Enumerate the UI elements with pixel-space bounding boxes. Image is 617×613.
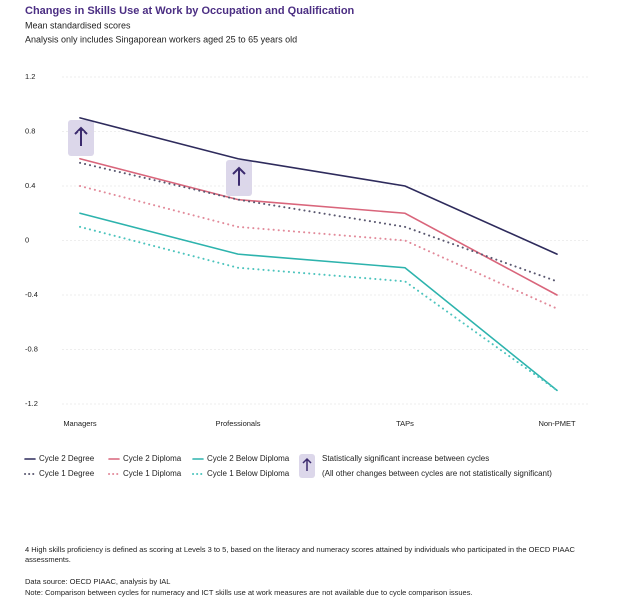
- footnote: 4 High skills proficiency is defined as …: [25, 545, 575, 564]
- chart-title: Changes in Skills Use at Work by Occupat…: [25, 5, 355, 17]
- y-tick-label: 0.8: [25, 126, 35, 135]
- series-line: [79, 212, 558, 392]
- chart: Changes in Skills Use at Work by Occupat…: [24, 5, 590, 478]
- significance-arrow: [226, 160, 252, 196]
- y-tick-label: -0.8: [25, 344, 38, 353]
- x-tick-label: Managers: [63, 419, 97, 428]
- legend-label: Cycle 1 Diploma: [123, 469, 182, 478]
- legend-label: Cycle 2 Degree: [39, 454, 95, 463]
- subtitle: Mean standardised scores: [25, 20, 131, 30]
- series-line: [79, 225, 558, 392]
- series-line: [79, 185, 558, 310]
- x-tick-label: Non-PMET: [538, 419, 576, 428]
- significance-arrow: [68, 120, 94, 156]
- series-line: [79, 161, 558, 283]
- footnote: Data source: OECD PIAAC, analysis by IAL: [25, 577, 171, 586]
- legend-label: Cycle 1 Degree: [39, 469, 95, 478]
- y-tick-label: 0: [25, 235, 29, 244]
- y-tick-label: 1.2: [25, 72, 35, 81]
- x-tick-label: TAPs: [396, 419, 414, 428]
- series-line: [79, 117, 558, 255]
- y-tick-label: -0.4: [25, 290, 38, 299]
- x-tick-label: Professionals: [215, 419, 260, 428]
- legend-note: (All other changes between cycles are no…: [322, 469, 552, 478]
- subtitle: Analysis only includes Singaporean worke…: [25, 34, 297, 44]
- legend-note: Statistically significant increase betwe…: [322, 454, 489, 463]
- legend-arrow-icon: [299, 454, 315, 478]
- footnote: Note: Comparison between cycles for nume…: [25, 588, 473, 597]
- y-tick-label: -1.2: [25, 399, 38, 408]
- legend-label: Cycle 1 Below Diploma: [207, 469, 290, 478]
- y-tick-label: 0.4: [25, 181, 35, 190]
- legend-label: Cycle 2 Diploma: [123, 454, 182, 463]
- legend-label: Cycle 2 Below Diploma: [207, 454, 290, 463]
